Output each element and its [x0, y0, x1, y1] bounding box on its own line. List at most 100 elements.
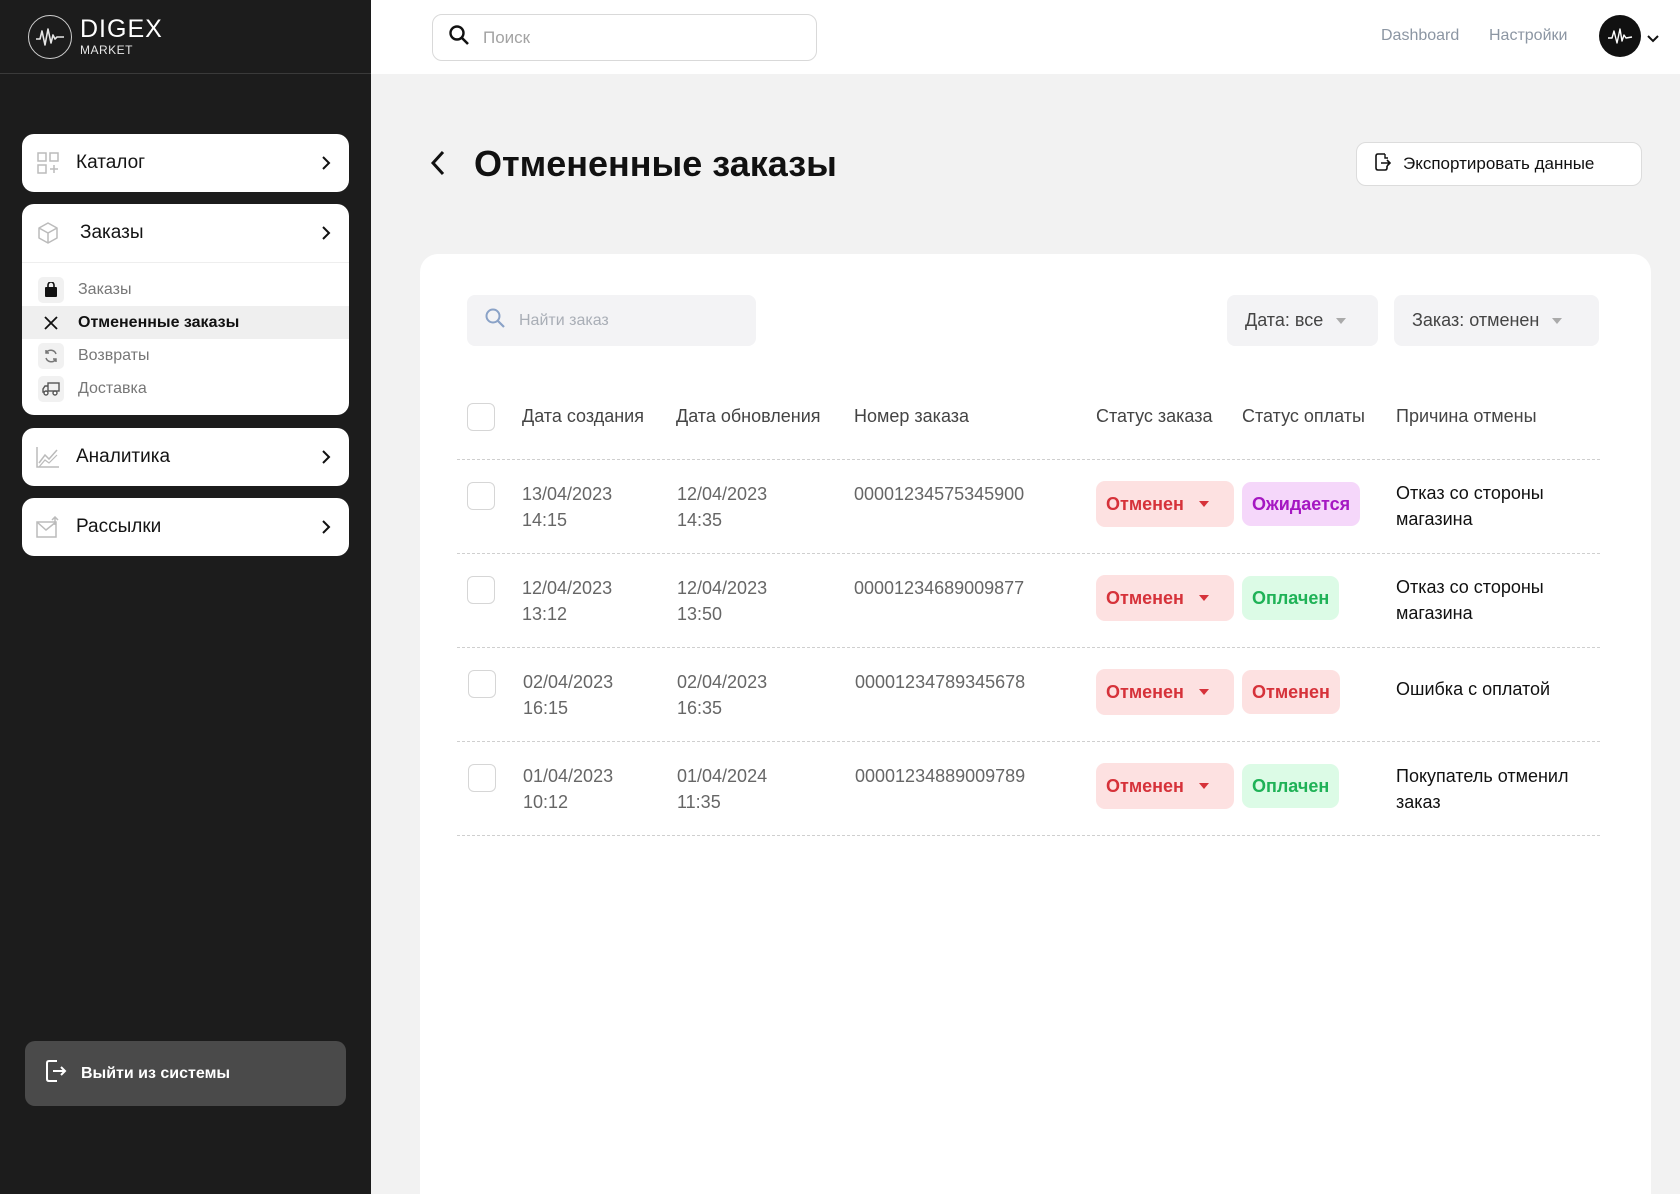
- order-status-label: Отменен: [1106, 493, 1184, 514]
- search-icon: [485, 308, 505, 333]
- sub-item-delivery[interactable]: Доставка: [22, 372, 349, 405]
- order-number[interactable]: 00001234789345678: [855, 672, 1026, 692]
- mail-send-icon: [36, 515, 60, 539]
- order-status-label: Отменен: [1106, 775, 1184, 796]
- truck-icon: [38, 375, 64, 402]
- order-status-select[interactable]: Отменен: [1096, 575, 1234, 621]
- brand-sub: MARKET: [80, 43, 134, 57]
- row-divider: [457, 741, 1600, 742]
- updated-cell: 12/04/2023 13:50: [677, 578, 768, 624]
- sub-item-orders[interactable]: Заказы: [22, 273, 349, 306]
- chart-line-icon: [36, 445, 60, 469]
- column-header-number[interactable]: Номер заказа: [854, 406, 970, 426]
- nav-link-settings[interactable]: Настройки: [1489, 27, 1568, 44]
- row-checkbox[interactable]: [467, 482, 495, 510]
- logo-wave-icon: [28, 14, 72, 59]
- close-icon: [38, 310, 64, 336]
- order-status-select[interactable]: Отменен: [1096, 763, 1234, 809]
- order-number[interactable]: 00001234689009877: [854, 578, 1025, 598]
- column-header-cancel-reason[interactable]: Причина отмены: [1396, 406, 1537, 426]
- sub-item-cancelled-orders[interactable]: Отмененные заказы: [22, 306, 349, 339]
- nav-orders-head[interactable]: Заказы: [22, 204, 349, 262]
- orders-card: Дата: все Заказ: отменен Дата создания Д…: [420, 254, 1651, 1194]
- nav-mailings-head[interactable]: Рассылки: [22, 498, 349, 556]
- logout-label: Выйти из системы: [81, 1064, 231, 1082]
- logout-icon: [45, 1059, 67, 1088]
- global-search-input[interactable]: [483, 27, 783, 48]
- updated-cell: 01/04/2024 11:35: [677, 766, 768, 812]
- sub-item-label: Заказы: [78, 280, 132, 298]
- box-icon: [36, 221, 60, 245]
- back-button[interactable]: [430, 148, 454, 182]
- brand-logo[interactable]: DIGEX MARKET: [0, 0, 371, 74]
- order-search-input[interactable]: [519, 311, 739, 330]
- row-divider: [457, 459, 1600, 460]
- order-status-filter-dropdown[interactable]: Заказ: отменен: [1394, 295, 1599, 346]
- nav-orders-label: Заказы: [80, 222, 144, 243]
- row-checkbox[interactable]: [468, 764, 496, 792]
- row-divider: [457, 835, 1600, 836]
- payment-status-badge: Ожидается: [1242, 482, 1361, 526]
- date-filter-dropdown[interactable]: Дата: все: [1227, 295, 1378, 346]
- order-number[interactable]: 00001234889009789: [855, 766, 1026, 786]
- nav-orders-submenu: Заказы Отмененные заказы Возвраты Достав…: [22, 262, 349, 415]
- chevron-right-icon: [319, 450, 333, 464]
- nav-link-dashboard[interactable]: Dashboard: [1381, 27, 1460, 44]
- order-status-select[interactable]: Отменен: [1096, 481, 1234, 527]
- nav-analytics-label: Аналитика: [76, 446, 171, 467]
- refresh-icon: [38, 342, 64, 369]
- nav-catalog[interactable]: Каталог: [22, 134, 349, 192]
- date-filter-label: Дата: все: [1245, 310, 1324, 330]
- logout-button[interactable]: Выйти из системы: [25, 1041, 346, 1106]
- sub-item-label: Отмененные заказы: [78, 313, 240, 331]
- caret-down-icon: [1198, 777, 1210, 795]
- caret-down-icon: [1198, 495, 1210, 513]
- cancel-reason: Отказ со стороны магазина: [1396, 577, 1544, 623]
- column-header-created[interactable]: Дата создания: [522, 406, 644, 426]
- avatar[interactable]: [1599, 15, 1641, 57]
- sub-item-label: Доставка: [78, 379, 147, 397]
- sub-item-returns[interactable]: Возвраты: [22, 339, 349, 372]
- order-status-label: Отменен: [1106, 587, 1184, 608]
- nav-mailings[interactable]: Рассылки: [22, 498, 349, 556]
- sub-item-label: Возвраты: [78, 346, 150, 364]
- nav-analytics-head[interactable]: Аналитика: [22, 428, 349, 486]
- caret-down-icon: [1335, 312, 1347, 330]
- select-all-checkbox[interactable]: [467, 403, 495, 431]
- column-header-payment-status[interactable]: Статус оплаты: [1242, 406, 1365, 426]
- updated-cell: 02/04/2023 16:35: [677, 672, 768, 718]
- payment-status-badge: Оплачен: [1242, 576, 1340, 620]
- order-status-label: Отменен: [1106, 681, 1184, 702]
- bag-icon: [38, 276, 64, 303]
- updated-cell: 12/04/2023 14:35: [677, 484, 768, 530]
- chevron-left-icon: [430, 149, 446, 182]
- caret-down-icon: [1551, 312, 1563, 330]
- created-cell: 02/04/2023 16:15: [523, 672, 614, 718]
- chevron-right-icon: [319, 520, 333, 534]
- row-checkbox[interactable]: [468, 670, 496, 698]
- row-checkbox[interactable]: [467, 576, 495, 604]
- caret-down-icon: [1198, 683, 1210, 701]
- chevron-right-icon: [319, 156, 333, 170]
- order-status-select[interactable]: Отменен: [1096, 669, 1234, 715]
- global-search: [432, 14, 817, 61]
- nav-analytics[interactable]: Аналитика: [22, 428, 349, 486]
- search-icon: [449, 25, 469, 50]
- created-cell: 12/04/2023 13:12: [522, 578, 613, 624]
- export-file-icon: [1375, 152, 1392, 176]
- column-header-updated[interactable]: Дата обновления: [676, 406, 821, 426]
- nav-orders: Заказы Заказы Отмененные заказы: [22, 204, 349, 415]
- payment-status-badge: Отменен: [1242, 670, 1340, 714]
- chevron-down-icon[interactable]: [1647, 30, 1659, 48]
- column-header-order-status[interactable]: Статус заказа: [1096, 406, 1213, 426]
- order-number[interactable]: 00001234575345900: [854, 484, 1025, 504]
- cancel-reason: Отказ со стороны магазина: [1396, 483, 1544, 529]
- export-data-button[interactable]: Экспортировать данные: [1356, 142, 1642, 186]
- cancel-reason: Ошибка с оплатой: [1396, 679, 1551, 699]
- nav-mailings-label: Рассылки: [76, 516, 162, 537]
- caret-down-icon: [1198, 589, 1210, 607]
- nav-catalog-label: Каталог: [76, 152, 146, 173]
- topbar: Dashboard Настройки: [371, 0, 1680, 74]
- nav-catalog-head[interactable]: Каталог: [22, 134, 349, 192]
- page-title: Отмененные заказы: [474, 143, 837, 184]
